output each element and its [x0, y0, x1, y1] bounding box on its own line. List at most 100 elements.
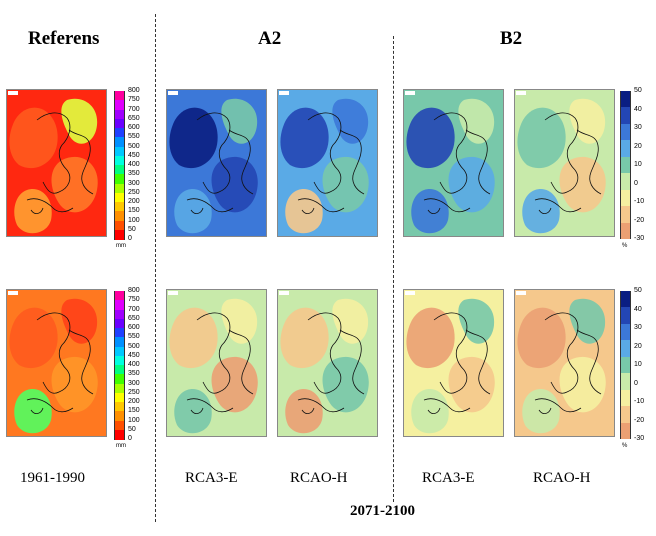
colorbar-change-bottom: 50 40 30 20 10 0 -10 -20 -30%: [620, 287, 654, 449]
colorbar-tick-label: 150: [128, 207, 140, 215]
colorbar-tick-label: 350: [128, 170, 140, 178]
colorbar-absolute-top: 800 750 700 650 600 550 500 450 400 350 300 250 200 1…: [114, 87, 154, 249]
colorbar-tick-label: 200: [128, 398, 140, 405]
colorbar-tick-label: 30: [634, 324, 642, 331]
colorbar-tick-label: 300: [128, 379, 140, 387]
colorbar-tick-label: 250: [128, 188, 140, 196]
colorbar-cell: [620, 389, 631, 407]
colorbar-cell: [114, 374, 125, 384]
colorbar-tick-label: 550: [128, 133, 140, 141]
future-period-label: 2071-2100: [350, 503, 415, 519]
colorbar-cell: [620, 173, 631, 191]
colorbar-tick-label: 800: [128, 87, 140, 94]
colorbar-tick-label: 200: [128, 198, 140, 205]
colorbar-tick-label: 10: [634, 161, 642, 168]
divider-referens: [155, 14, 156, 522]
map-b2-rcaoh-top: [514, 89, 615, 237]
colorbar-tick-label: 800: [128, 287, 140, 294]
reference-period-label: 1961-1990: [20, 470, 85, 486]
colorbar-cell: [114, 128, 125, 138]
colorbar-cell: [620, 356, 631, 374]
colorbar-tick-label: 650: [128, 314, 140, 322]
colorbar-tick-label: 300: [128, 179, 140, 187]
colorbar-unit-label: %: [622, 443, 628, 449]
colorbar-cell: [114, 383, 125, 394]
colorbar-cell: [114, 346, 125, 357]
colorbar-cell: [620, 189, 631, 207]
colorbar-tick-label: 500: [128, 342, 140, 350]
colorbar-tick-label: 600: [128, 324, 140, 331]
colorbar-cell: [620, 307, 631, 325]
b2-rcaoh-label: RCAO-H: [533, 470, 591, 486]
colorbar-cell: [114, 291, 125, 301]
colorbar-tick-label: 20: [634, 142, 642, 150]
divider-scenarios: [393, 36, 394, 502]
colorbar-unit-label: %: [622, 243, 628, 249]
colorbar-tick-label: 40: [634, 305, 642, 313]
colorbar-tick-label: 40: [634, 105, 642, 113]
colorbar-tick-label: 20: [634, 342, 642, 350]
colorbar-tick-label: 50: [128, 425, 136, 433]
colorbar-tick-label: -30: [634, 235, 645, 242]
b2-header: B2: [500, 28, 523, 49]
colorbar-tick-label: -20: [634, 216, 645, 224]
colorbar-cell: [114, 365, 125, 375]
colorbar-tick-label: 500: [128, 142, 140, 150]
b2-rca3e-label: RCA3-E: [422, 470, 475, 486]
colorbar-tick-label: 50: [634, 87, 642, 94]
colorbar-cell: [620, 373, 631, 391]
colorbar-tick-label: 50: [128, 225, 136, 233]
colorbar-tick-label: 650: [128, 114, 140, 122]
colorbar-cell: [114, 355, 125, 366]
colorbar-tick-label: 450: [128, 351, 140, 359]
colorbar-cell: [114, 411, 125, 421]
colorbar-cell: [620, 340, 631, 358]
map-b2-rcaoh-bottom: [514, 289, 615, 437]
colorbar-cell: [114, 220, 125, 231]
colorbar-unit-label: mm: [116, 243, 126, 249]
map-b2-rca3e-top: [403, 89, 504, 237]
a2-header: A2: [258, 28, 282, 49]
colorbar-tick-label: 100: [128, 216, 140, 224]
colorbar-cell: [114, 229, 125, 240]
colorbar-tick-label: 150: [128, 407, 140, 415]
a2-rcaoh-label: RCAO-H: [290, 470, 348, 486]
colorbar-cell: [114, 100, 125, 110]
colorbar-tick-label: -20: [634, 416, 645, 424]
colorbar-tick-label: -30: [634, 435, 645, 442]
colorbar-tick-label: 0: [128, 235, 132, 242]
colorbar-tick-label: 0: [634, 379, 638, 387]
map-ref-bottom: [6, 289, 107, 437]
colorbar-cell: [620, 406, 631, 424]
colorbar-cell: [114, 318, 125, 329]
map-ref-top: [6, 89, 107, 237]
referens-header: Referens: [28, 28, 100, 49]
map-a2-rca3e-top: [166, 89, 267, 237]
colorbar-cell: [114, 337, 125, 347]
colorbar-tick-label: 400: [128, 161, 140, 168]
colorbar-tick-label: 750: [128, 96, 140, 104]
colorbar-tick-label: 450: [128, 151, 140, 159]
colorbar-tick-label: 400: [128, 361, 140, 368]
colorbar-cell: [620, 323, 631, 341]
map-a2-rcaoh-bottom: [277, 289, 378, 437]
colorbar-cell: [114, 109, 125, 120]
colorbar-cell: [114, 300, 125, 310]
colorbar-tick-label: 0: [128, 435, 132, 442]
colorbar-cell: [114, 202, 125, 212]
colorbar-tick-label: 700: [128, 305, 140, 313]
colorbar-tick-label: 100: [128, 416, 140, 424]
colorbar-cell: [114, 146, 125, 157]
colorbar-cell: [114, 420, 125, 431]
colorbar-tick-label: 0: [634, 179, 638, 187]
colorbar-cell: [620, 206, 631, 224]
map-a2-rca3e-bottom: [166, 289, 267, 437]
colorbar-change-top: 50 40 30 20 10 0 -10 -20 -30%: [620, 87, 654, 249]
colorbar-cell: [114, 155, 125, 166]
colorbar-cell: [114, 309, 125, 320]
colorbar-cell: [620, 291, 631, 308]
colorbar-unit-label: mm: [116, 443, 126, 449]
colorbar-tick-label: 250: [128, 388, 140, 396]
colorbar-cell: [114, 429, 125, 440]
colorbar-cell: [620, 222, 631, 240]
